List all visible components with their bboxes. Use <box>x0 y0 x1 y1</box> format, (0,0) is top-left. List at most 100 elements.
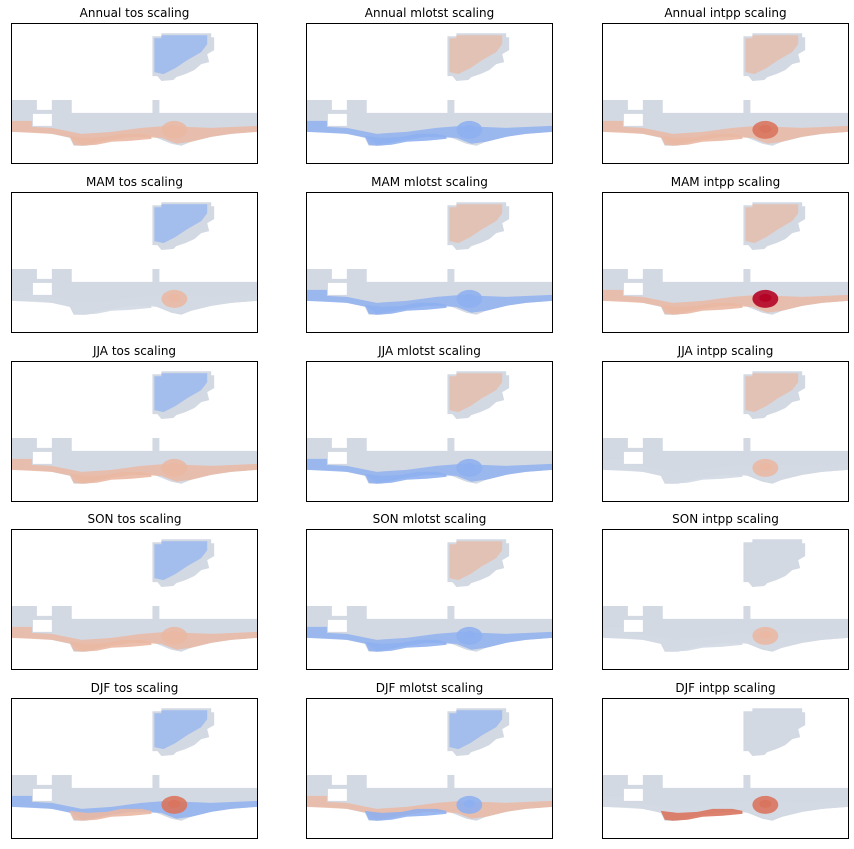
panel-title: SON tos scaling <box>87 512 182 526</box>
map-frame <box>11 529 258 670</box>
map-frame <box>11 192 258 333</box>
map-panel: MAM tos scaling <box>11 175 258 333</box>
map-svg <box>603 708 848 821</box>
map-frame <box>602 192 849 333</box>
gulf-core <box>463 630 476 639</box>
map-frame <box>602 361 849 502</box>
southern-anomaly <box>660 133 743 146</box>
land-mask <box>32 113 52 126</box>
land-mask <box>32 619 52 632</box>
map-svg <box>12 371 257 484</box>
panel-title: JJA tos scaling <box>92 344 177 358</box>
gulf-core <box>759 630 772 639</box>
panel-title: JJA mlotst scaling <box>378 344 481 358</box>
gulf-core <box>463 124 476 133</box>
southern-anomaly <box>660 639 743 652</box>
arctic-anomaly <box>154 35 208 75</box>
panel-title: SON intpp scaling <box>672 512 779 526</box>
land-mask <box>623 619 643 632</box>
gulf-core <box>168 124 181 133</box>
panel-title: DJF tos scaling <box>90 681 179 695</box>
panel-title: JJA intpp scaling <box>677 344 774 358</box>
map-frame <box>602 529 849 670</box>
map-svg <box>603 202 848 315</box>
arctic-anomaly <box>745 541 799 581</box>
map-frame <box>11 361 258 502</box>
arctic-anomaly <box>154 710 208 750</box>
map-panel: SON intpp scaling <box>602 512 849 670</box>
southern-anomaly <box>364 133 447 146</box>
arctic-anomaly <box>449 710 503 750</box>
map-svg <box>603 371 848 484</box>
land-mask <box>327 113 347 126</box>
southern-anomaly <box>660 808 743 821</box>
panel-title: MAM tos scaling <box>86 175 183 189</box>
gulf-core <box>463 293 476 302</box>
map-frame <box>11 23 258 164</box>
arctic-anomaly <box>154 541 208 581</box>
map-panel: SON tos scaling <box>11 512 258 670</box>
arctic-anomaly <box>745 373 799 413</box>
southern-anomaly <box>364 471 447 484</box>
map-panel: DJF mlotst scaling <box>306 681 553 839</box>
southern-anomaly <box>69 302 152 315</box>
map-panel: DJF tos scaling <box>11 681 258 839</box>
southern-anomaly <box>69 133 152 146</box>
southern-anomaly <box>364 639 447 652</box>
land-mask <box>327 451 347 464</box>
land-mask <box>623 282 643 295</box>
map-svg <box>12 202 257 315</box>
southern-anomaly <box>69 808 152 821</box>
arctic-anomaly <box>745 710 799 750</box>
gulf-core <box>463 462 476 471</box>
map-frame <box>306 361 553 502</box>
gulf-core <box>463 799 476 808</box>
arctic-anomaly <box>745 35 799 75</box>
map-frame <box>306 698 553 839</box>
panel-title: MAM intpp scaling <box>670 175 781 189</box>
land-mask <box>327 788 347 801</box>
panel-title: Annual mlotst scaling <box>364 6 495 20</box>
panel-title: DJF intpp scaling <box>675 681 776 695</box>
map-panel: Annual intpp scaling <box>602 6 849 164</box>
gulf-core <box>168 462 181 471</box>
map-frame <box>306 192 553 333</box>
arctic-anomaly <box>449 541 503 581</box>
panel-title: DJF mlotst scaling <box>375 681 484 695</box>
arctic-anomaly <box>745 204 799 244</box>
land-mask <box>32 451 52 464</box>
gulf-core <box>759 462 772 471</box>
arctic-anomaly <box>154 373 208 413</box>
map-frame <box>11 698 258 839</box>
land-mask <box>32 788 52 801</box>
land-mask <box>32 282 52 295</box>
map-svg <box>307 202 552 315</box>
panel-title: MAM mlotst scaling <box>371 175 488 189</box>
panel-title: Annual tos scaling <box>79 6 190 20</box>
map-frame <box>306 529 553 670</box>
map-panel: Annual tos scaling <box>11 6 258 164</box>
map-frame <box>306 23 553 164</box>
map-panel: SON mlotst scaling <box>306 512 553 670</box>
map-svg <box>12 708 257 821</box>
gulf-core <box>168 799 181 808</box>
land-mask <box>327 619 347 632</box>
panel-title: SON mlotst scaling <box>372 512 487 526</box>
map-panel: Annual mlotst scaling <box>306 6 553 164</box>
map-panel: DJF intpp scaling <box>602 681 849 839</box>
southern-anomaly <box>660 302 743 315</box>
panel-title: Annual intpp scaling <box>664 6 787 20</box>
map-svg <box>603 539 848 652</box>
arctic-anomaly <box>154 204 208 244</box>
gulf-core <box>168 293 181 302</box>
map-svg <box>603 33 848 146</box>
gulf-core <box>759 124 772 133</box>
southern-anomaly <box>364 302 447 315</box>
southern-anomaly <box>364 808 447 821</box>
arctic-anomaly <box>449 35 503 75</box>
gulf-core <box>168 630 181 639</box>
gulf-core <box>759 293 772 302</box>
land-mask <box>623 113 643 126</box>
map-frame <box>602 23 849 164</box>
southern-anomaly <box>69 639 152 652</box>
